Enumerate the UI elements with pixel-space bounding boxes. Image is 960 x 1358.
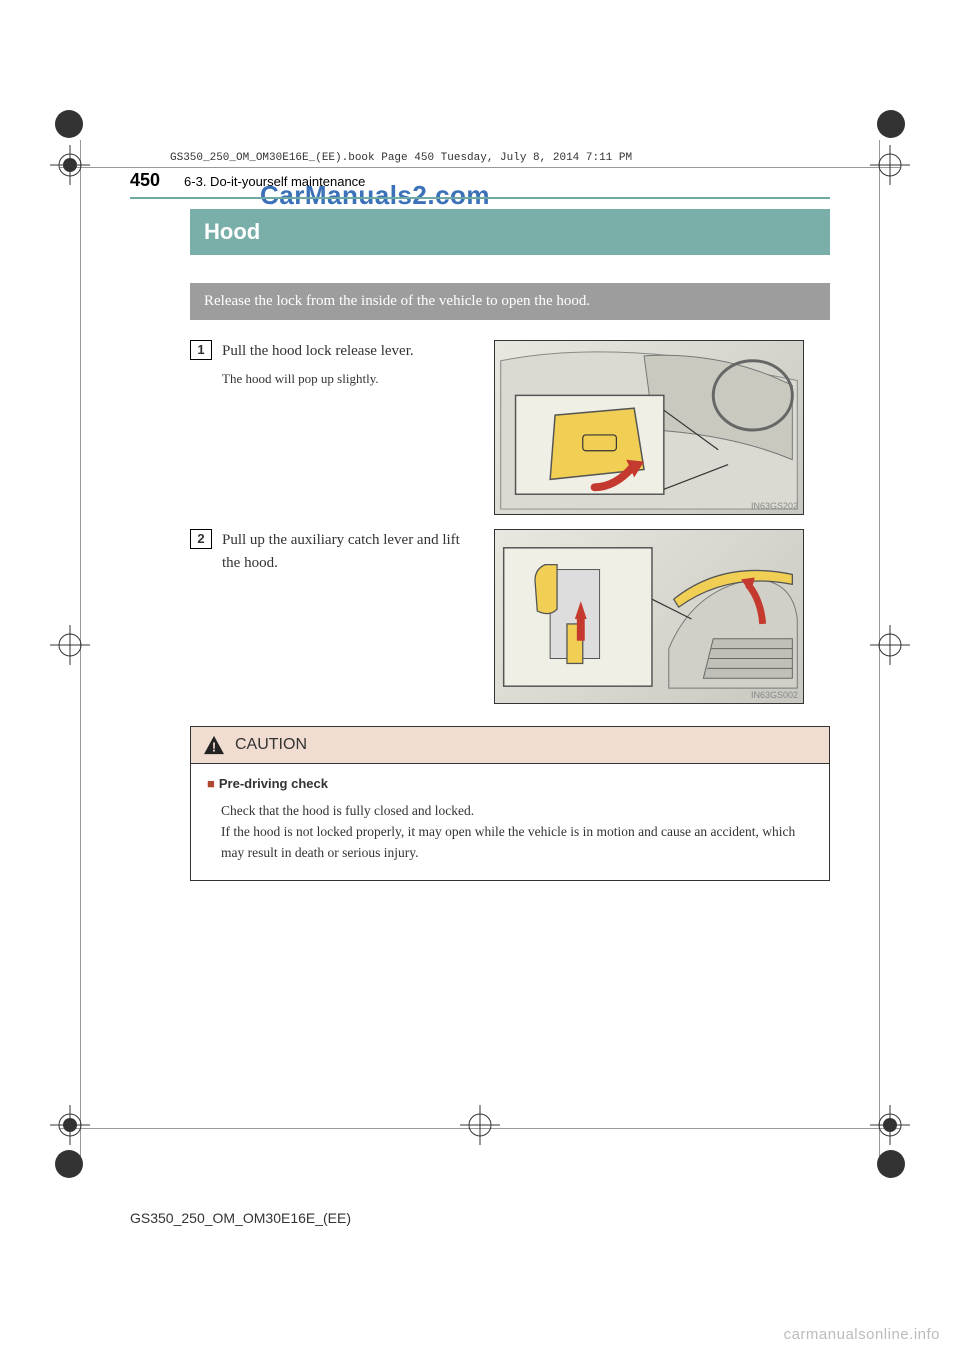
caution-header: ! CAUTION [191, 727, 829, 764]
svg-text:!: ! [212, 739, 216, 754]
crop-dot [877, 1150, 905, 1178]
header-rule [130, 197, 830, 199]
step-number: 2 [190, 529, 212, 549]
crop-dot [55, 1150, 83, 1178]
crop-dot [877, 110, 905, 138]
content-area: Release the lock from the inside of the … [190, 283, 830, 881]
caution-body: Pre-driving check Check that the hood is… [191, 764, 829, 880]
registration-mark [460, 1105, 500, 1145]
caution-subheading: Pre-driving check [207, 776, 813, 791]
step-sub-text: The hood will pop up slightly. [222, 371, 480, 387]
caution-paragraph: If the hood is not locked properly, it m… [221, 822, 813, 864]
registration-mark [870, 625, 910, 665]
footer-document-code: GS350_250_OM_OM30E16E_(EE) [130, 1210, 351, 1226]
step-1: 1 Pull the hood lock release lever. The … [190, 340, 830, 515]
step-main-text: Pull up the auxiliary catch lever and li… [222, 529, 480, 574]
registration-mark [870, 1105, 910, 1145]
registration-mark [50, 145, 90, 185]
step-2: 2 Pull up the auxiliary catch lever and … [190, 529, 830, 704]
crop-dot [55, 110, 83, 138]
page-number: 450 [130, 170, 160, 191]
step-main-text: Pull the hood lock release lever. [222, 340, 480, 363]
step-2-figure: IN63GS002 [494, 529, 804, 704]
step-1-figure: IN63GS202 [494, 340, 804, 515]
step-text: 2 Pull up the auxiliary catch lever and … [190, 529, 480, 704]
page-header: 450 6-3. Do-it-yourself maintenance [130, 170, 830, 191]
step-text: 1 Pull the hood lock release lever. The … [190, 340, 480, 515]
registration-mark [50, 625, 90, 665]
caution-title: CAUTION [235, 736, 307, 754]
watermark-bottom: carmanualsonline.info [784, 1326, 940, 1343]
caution-paragraph: Check that the hood is fully closed and … [221, 801, 813, 822]
step-body: Pull the hood lock release lever. The ho… [222, 340, 480, 515]
page-content: 450 6-3. Do-it-yourself maintenance Hood… [130, 170, 830, 881]
crop-hairline [60, 167, 900, 168]
caution-box: ! CAUTION Pre-driving check Check that t… [190, 726, 830, 881]
page-title: Hood [190, 209, 830, 255]
print-book-header: GS350_250_OM_OM30E16E_(EE).book Page 450… [170, 152, 632, 164]
registration-mark [870, 145, 910, 185]
step-number: 1 [190, 340, 212, 360]
warning-icon: ! [203, 735, 225, 755]
registration-mark [50, 1105, 90, 1145]
step-body: Pull up the auxiliary catch lever and li… [222, 529, 480, 704]
figure-id: IN63GS002 [751, 690, 798, 700]
intro-text: Release the lock from the inside of the … [190, 283, 830, 320]
section-label: 6-3. Do-it-yourself maintenance [184, 174, 365, 189]
figure-id: IN63GS202 [751, 501, 798, 511]
